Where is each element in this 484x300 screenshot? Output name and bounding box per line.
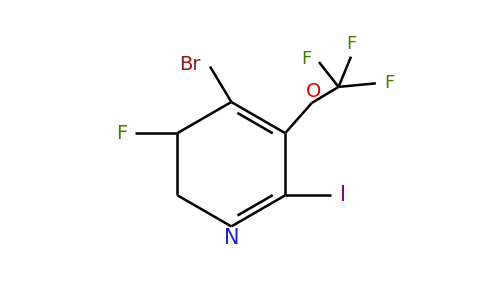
Text: F: F [116,124,127,142]
Text: F: F [301,50,311,68]
Text: O: O [306,82,321,101]
Text: N: N [224,228,239,248]
Text: Br: Br [180,55,201,74]
Text: F: F [346,35,356,53]
Text: F: F [385,74,395,92]
Text: I: I [340,185,347,205]
